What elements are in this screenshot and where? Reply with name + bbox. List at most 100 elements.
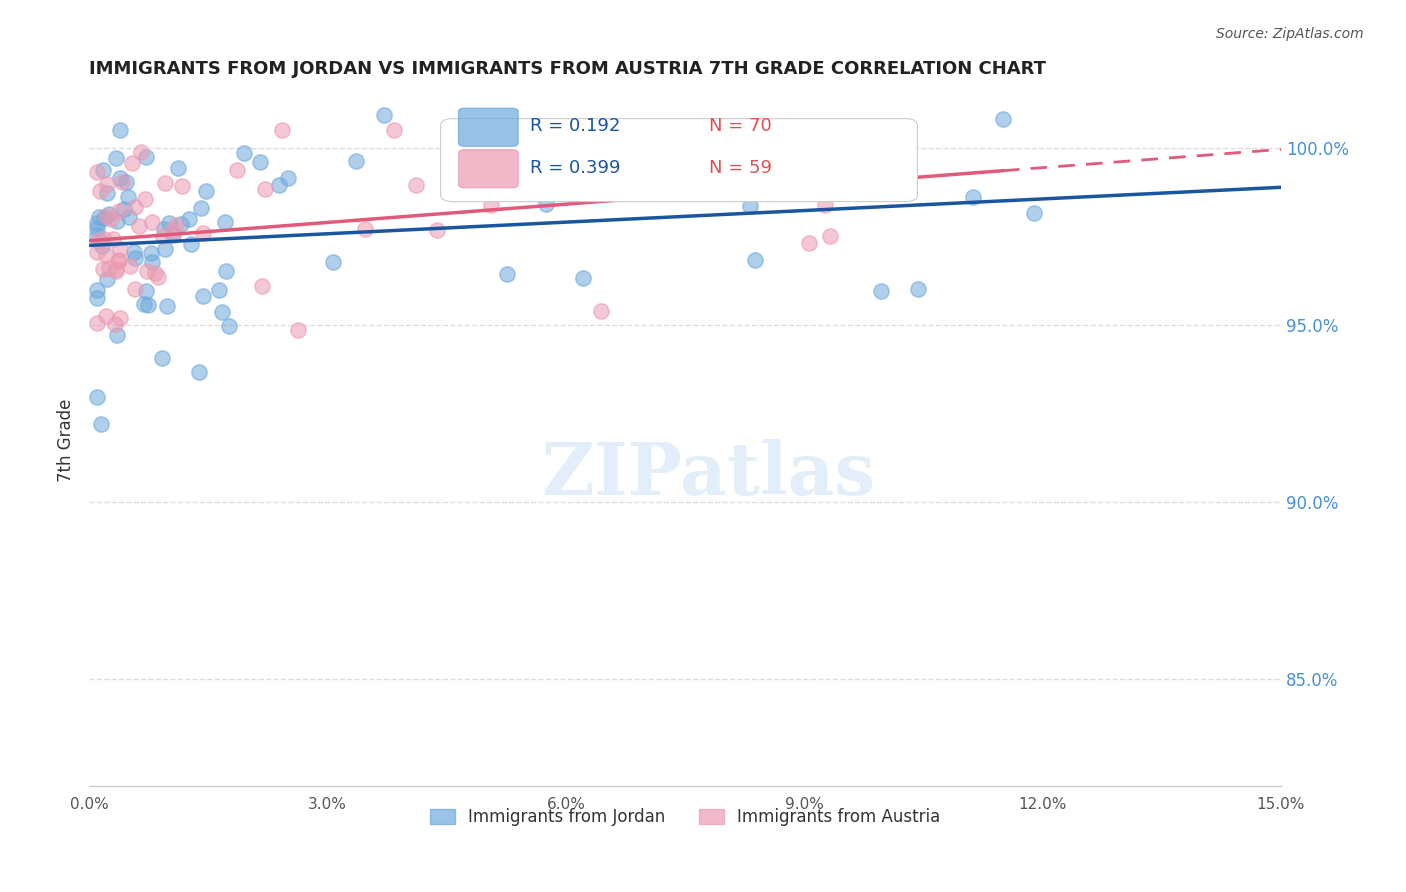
Immigrants from Austria (124, 282, 146, 296)
Immigrants from Jordan (232, 145, 254, 160)
Immigrants from Austria (498, 161, 520, 176)
Immigrants from Austria (96, 177, 118, 191)
Immigrants from Jordan (869, 284, 891, 298)
Immigrants from Jordan (744, 253, 766, 268)
Immigrants from Jordan (277, 171, 299, 186)
Immigrants from Austria (93, 232, 115, 246)
Immigrants from Austria (271, 123, 294, 137)
Immigrants from Jordan (96, 186, 118, 201)
Immigrants from Jordan (1022, 205, 1045, 219)
Immigrants from Austria (134, 193, 156, 207)
Immigrants from Jordan (738, 198, 761, 212)
Immigrants from Austria (135, 264, 157, 278)
Y-axis label: 7th Grade: 7th Grade (58, 399, 75, 482)
Immigrants from Jordan (167, 161, 190, 175)
Immigrants from Jordan (86, 228, 108, 243)
Immigrants from Jordan (124, 251, 146, 265)
Immigrants from Austria (162, 224, 184, 238)
Immigrants from Jordan (124, 244, 146, 259)
FancyBboxPatch shape (458, 150, 519, 187)
Immigrants from Austria (287, 323, 309, 337)
Immigrants from Jordan (155, 242, 177, 256)
Immigrants from Austria (647, 168, 669, 182)
Immigrants from Jordan (108, 123, 131, 137)
Immigrants from Jordan (118, 210, 141, 224)
Immigrants from Austria (86, 165, 108, 179)
Immigrants from Austria (97, 260, 120, 275)
Immigrants from Austria (382, 123, 405, 137)
Immigrants from Austria (89, 184, 111, 198)
Immigrants from Austria (108, 203, 131, 218)
Immigrants from Austria (148, 270, 170, 285)
Immigrants from Jordan (177, 211, 200, 226)
Immigrants from Austria (124, 200, 146, 214)
Immigrants from Jordan (322, 255, 344, 269)
Immigrants from Austria (129, 145, 152, 159)
Immigrants from Austria (108, 311, 131, 326)
Text: R = 0.399: R = 0.399 (530, 160, 620, 178)
Immigrants from Jordan (496, 267, 519, 281)
Immigrants from Jordan (269, 178, 291, 193)
Immigrants from Jordan (132, 297, 155, 311)
Immigrants from Austria (96, 309, 118, 323)
Immigrants from Austria (193, 226, 215, 240)
Immigrants from Jordan (991, 112, 1014, 127)
Immigrants from Austria (105, 262, 128, 277)
Immigrants from Jordan (135, 284, 157, 298)
Immigrants from Jordan (962, 190, 984, 204)
Immigrants from Austria (103, 231, 125, 245)
Immigrants from Jordan (115, 175, 138, 189)
Immigrants from Austria (121, 156, 143, 170)
Immigrants from Jordan (141, 246, 163, 260)
Immigrants from Austria (426, 223, 449, 237)
Immigrants from Austria (353, 221, 375, 235)
Immigrants from Austria (153, 176, 176, 190)
Immigrants from Jordan (86, 216, 108, 230)
Immigrants from Jordan (86, 284, 108, 298)
Immigrants from Jordan (86, 220, 108, 235)
Immigrants from Austria (141, 215, 163, 229)
Immigrants from Austria (91, 261, 114, 276)
Immigrants from Austria (86, 245, 108, 260)
Immigrants from Jordan (157, 216, 180, 230)
Immigrants from Austria (108, 243, 131, 257)
Immigrants from Jordan (643, 128, 665, 142)
Immigrants from Jordan (153, 222, 176, 236)
Immigrants from Jordan (162, 228, 184, 243)
Immigrants from Austria (226, 163, 249, 178)
Immigrants from Austria (797, 236, 820, 251)
Immigrants from Austria (143, 266, 166, 280)
Immigrants from Jordan (344, 153, 367, 168)
Immigrants from Jordan (86, 390, 108, 404)
Immigrants from Jordan (156, 299, 179, 313)
Immigrants from Jordan (90, 417, 112, 432)
Immigrants from Austria (105, 264, 128, 278)
Immigrants from Jordan (534, 197, 557, 211)
Text: R = 0.192: R = 0.192 (530, 117, 620, 135)
Immigrants from Austria (104, 317, 127, 331)
Immigrants from Jordan (91, 239, 114, 253)
FancyBboxPatch shape (440, 119, 918, 202)
Immigrants from Austria (820, 229, 842, 244)
Text: IMMIGRANTS FROM JORDAN VS IMMIGRANTS FROM AUSTRIA 7TH GRADE CORRELATION CHART: IMMIGRANTS FROM JORDAN VS IMMIGRANTS FRO… (89, 60, 1046, 78)
Immigrants from Jordan (98, 207, 121, 221)
FancyBboxPatch shape (458, 108, 519, 146)
Immigrants from Austria (250, 279, 273, 293)
Immigrants from Austria (108, 252, 131, 267)
Immigrants from Jordan (141, 255, 163, 269)
Immigrants from Jordan (136, 298, 159, 312)
Immigrants from Austria (165, 218, 187, 232)
Text: N = 70: N = 70 (709, 117, 772, 135)
Immigrants from Jordan (112, 202, 135, 216)
Immigrants from Jordan (195, 185, 218, 199)
Legend: Immigrants from Jordan, Immigrants from Austria: Immigrants from Jordan, Immigrants from … (423, 801, 946, 833)
Immigrants from Jordan (135, 150, 157, 164)
Immigrants from Jordan (191, 288, 214, 302)
Immigrants from Austria (94, 209, 117, 223)
Immigrants from Jordan (105, 213, 128, 227)
Immigrants from Austria (100, 212, 122, 227)
Immigrants from Jordan (215, 264, 238, 278)
Immigrants from Austria (405, 178, 427, 193)
Immigrants from Jordan (170, 217, 193, 231)
Immigrants from Jordan (87, 210, 110, 224)
